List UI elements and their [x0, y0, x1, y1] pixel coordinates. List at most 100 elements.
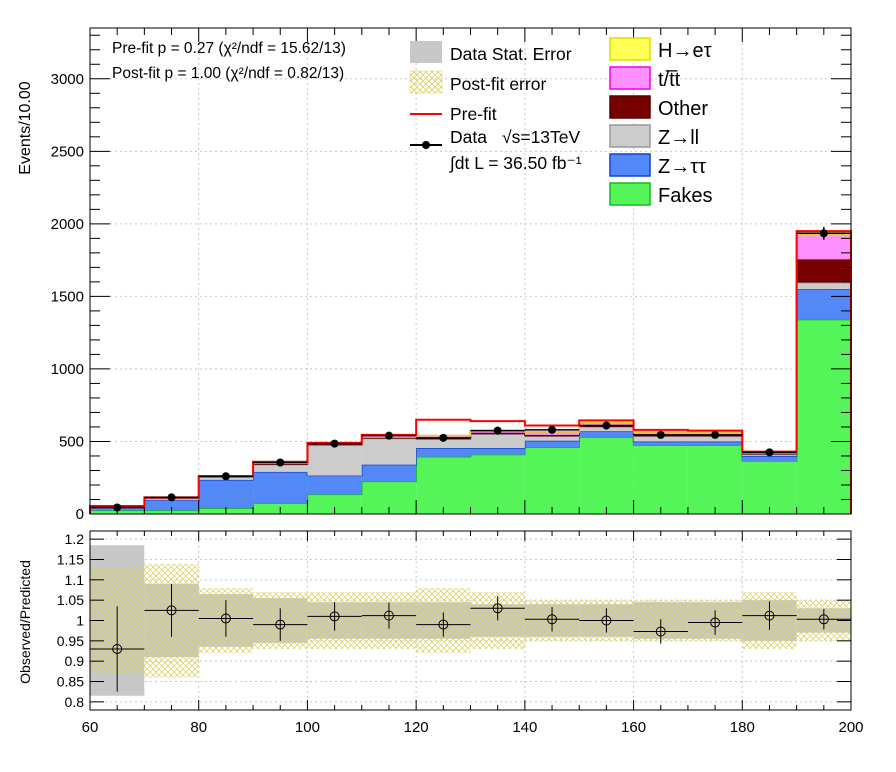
data-point [548, 425, 557, 434]
postfit-info-text: Post-fit p = 1.00 (χ²/ndf = 0.82/13) [112, 65, 344, 82]
bar-fakes [742, 461, 797, 514]
ratio-panel: 60 80 100 120 140 160 180 200 0.8 0.85 0.9 0.95 1 1.0… [17, 530, 864, 736]
ratio-y-tick-label: 1.2 [65, 531, 85, 547]
bar-ztt [361, 464, 417, 482]
ratio-point [112, 643, 123, 654]
data-point [384, 431, 393, 440]
legend-energy-label: √s=13TeV [502, 127, 581, 147]
ratio-axes: 60 80 100 120 140 160 180 200 0.8 0.85 0.9 0.95 1 1.0… [57, 531, 864, 736]
bar-ztt [144, 500, 199, 511]
data-point [602, 421, 611, 430]
legend: Pre-fit p = 0.27 (χ²/ndf = 15.62/13) Pos… [112, 37, 712, 207]
data-point [711, 430, 720, 439]
bar-fakes [633, 445, 688, 514]
data-point [656, 430, 665, 439]
prefit-path [89, 230, 852, 514]
ratio-point [492, 603, 503, 614]
ratio-y-tick-label: 1.05 [57, 592, 84, 608]
ratio-point [438, 619, 449, 630]
legend-het-swatch [609, 37, 651, 61]
bar-zll [416, 439, 471, 448]
legend-postfit-error-swatch [409, 70, 443, 94]
main-y-tick-label: 1500 [51, 288, 84, 305]
ratio-y-tick-label: 1.15 [57, 551, 84, 567]
data-point [221, 472, 230, 481]
prefit-line [89, 230, 852, 514]
data-point [167, 493, 176, 502]
legend-lumi-label: ∫dt L = 36.50 fb⁻¹ [449, 153, 582, 173]
legend-postfit-error-label: Post-fit error [450, 74, 546, 94]
main-y-tick-label: 500 [59, 433, 84, 450]
x-tick-label: 160 [621, 719, 646, 736]
bar-zll [307, 445, 362, 476]
ratio-point [547, 614, 558, 625]
bar-fakes [307, 494, 362, 514]
prefit-info-text: Pre-fit p = 0.27 (χ²/ndf = 15.62/13) [112, 40, 346, 57]
data-point [493, 426, 502, 435]
ratio-point [275, 619, 286, 630]
ratio-point [166, 605, 177, 616]
ratio-point [818, 614, 829, 625]
legend-het-label: H→eτ [658, 40, 712, 62]
bar-zll [470, 434, 525, 448]
legend-zll-swatch [609, 124, 651, 148]
x-tick-label: 180 [730, 719, 755, 736]
ratio-point [601, 615, 612, 626]
bar-ztt [198, 479, 254, 509]
main-y-tick-label: 2000 [51, 216, 84, 233]
bar-ztt [687, 441, 743, 446]
data-point [330, 439, 339, 448]
bar-ztt [524, 440, 580, 448]
legend-other-label: Other [658, 98, 708, 120]
main-y-tick-label: 3000 [51, 71, 84, 88]
ratio-y-tick-label: 1 [76, 613, 84, 629]
legend-data-stat-error-swatch [410, 41, 442, 63]
legend-data-swatch-marker [422, 141, 430, 149]
ratio-points [90, 583, 851, 692]
bar-ztt [470, 447, 525, 455]
bar-ztt [253, 471, 308, 504]
data-point [765, 448, 774, 457]
data-point [819, 229, 828, 238]
ratio-point [329, 611, 340, 622]
main-y-tick-label: 1000 [51, 361, 84, 378]
main-y-tick-label: 0 [76, 506, 84, 523]
x-tick-label: 60 [82, 719, 99, 736]
legend-ztt-swatch [609, 153, 651, 177]
ratio-y-tick-label: 0.85 [57, 674, 84, 690]
bar-ztt [307, 475, 362, 495]
bar-fakes [687, 445, 743, 514]
bar-ztt [416, 447, 471, 457]
ratio-y-axis-label: Observed/Predicted [17, 560, 33, 684]
legend-fakes-label: Fakes [658, 185, 712, 207]
bar-ztt [579, 431, 634, 438]
ratio-point [220, 613, 231, 624]
bar-fakes [579, 437, 634, 514]
main-panel: 0 500 1000 1500 2000 2500 3000 Events/10.00 Pr… [17, 27, 852, 523]
ratio-y-tick-label: 0.9 [65, 653, 85, 669]
x-tick-label: 80 [190, 719, 207, 736]
legend-ttbar-swatch [609, 66, 651, 90]
legend-fakes-swatch [609, 182, 651, 206]
legend-ttbar-label: t/t̅t [658, 69, 681, 91]
data-point [439, 433, 448, 442]
x-tick-label: 140 [512, 719, 537, 736]
main-axes: 0 500 1000 1500 2000 2500 3000 [51, 28, 852, 523]
bar-ztt [633, 441, 688, 446]
legend-ztt-label: Z→ττ [658, 156, 706, 178]
x-tick-label: 120 [404, 719, 429, 736]
main-y-axis-label: Events/10.00 [17, 81, 34, 175]
ratio-point [764, 610, 775, 621]
bar-ztt [742, 455, 797, 462]
ratio-point [655, 626, 666, 637]
bar-fakes [524, 447, 580, 514]
ratio-y-tick-label: 0.8 [65, 694, 85, 710]
legend-prefit-label: Pre-fit [450, 104, 497, 124]
legend-data-stat-error-label: Data Stat. Error [450, 44, 572, 64]
bar-zll [361, 438, 417, 465]
bar-fakes [796, 319, 851, 514]
legend-data-label: Data [450, 127, 487, 147]
bar-zll [524, 436, 580, 441]
bar-fakes [416, 456, 471, 514]
